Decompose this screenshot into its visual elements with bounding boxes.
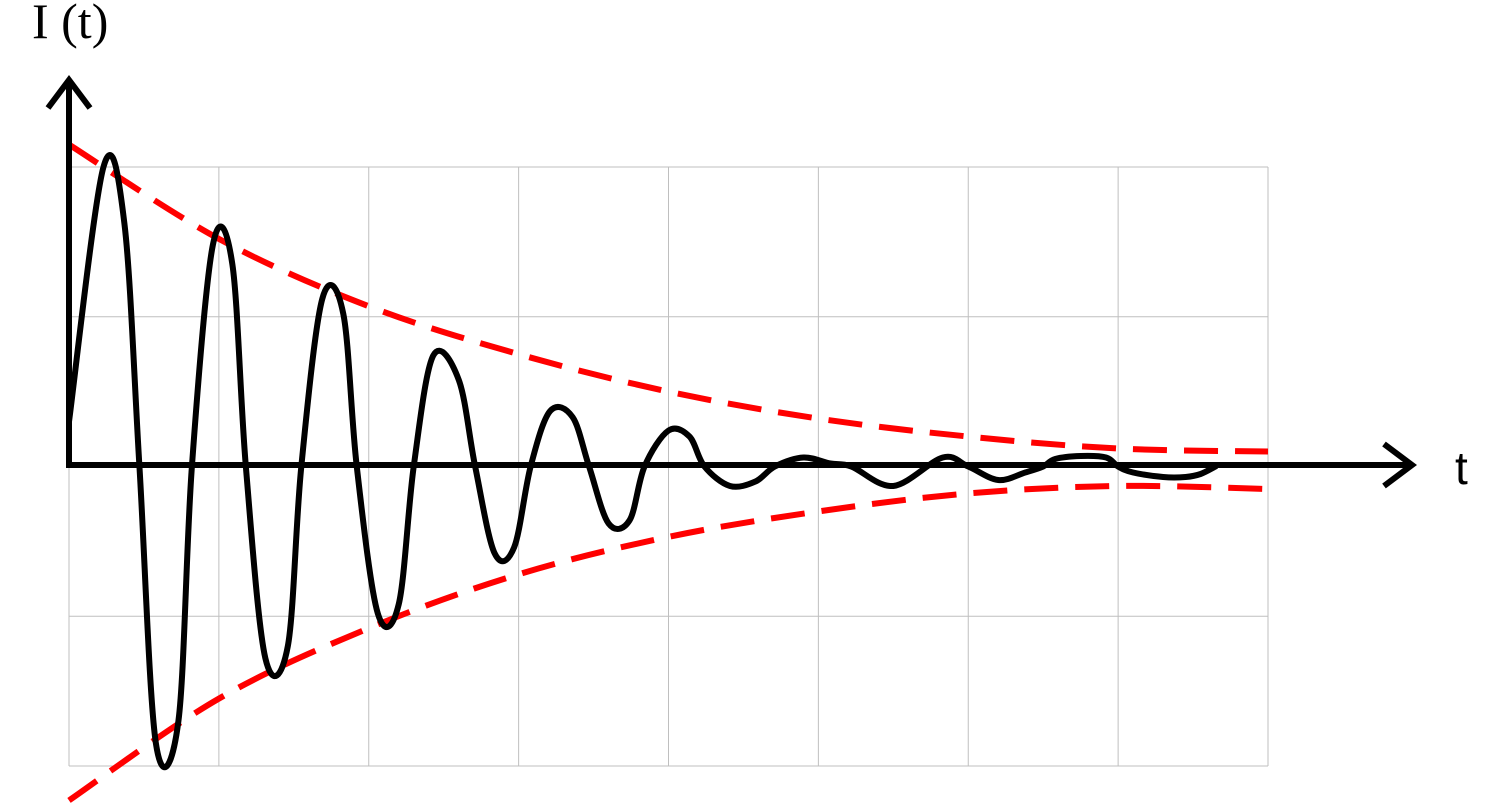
lower-envelope-line <box>67 482 1269 803</box>
y-axis-label: I (t) <box>32 0 108 49</box>
upper-envelope-line <box>67 142 1269 455</box>
x-axis-label: t <box>1455 442 1468 494</box>
x-axis-arrowhead <box>1382 441 1417 489</box>
y-axis-arrowhead <box>45 75 93 110</box>
signal-lines <box>66 151 1219 771</box>
damped-signal-line <box>66 151 1219 771</box>
axes <box>45 75 1417 489</box>
envelope-lines <box>67 142 1269 803</box>
